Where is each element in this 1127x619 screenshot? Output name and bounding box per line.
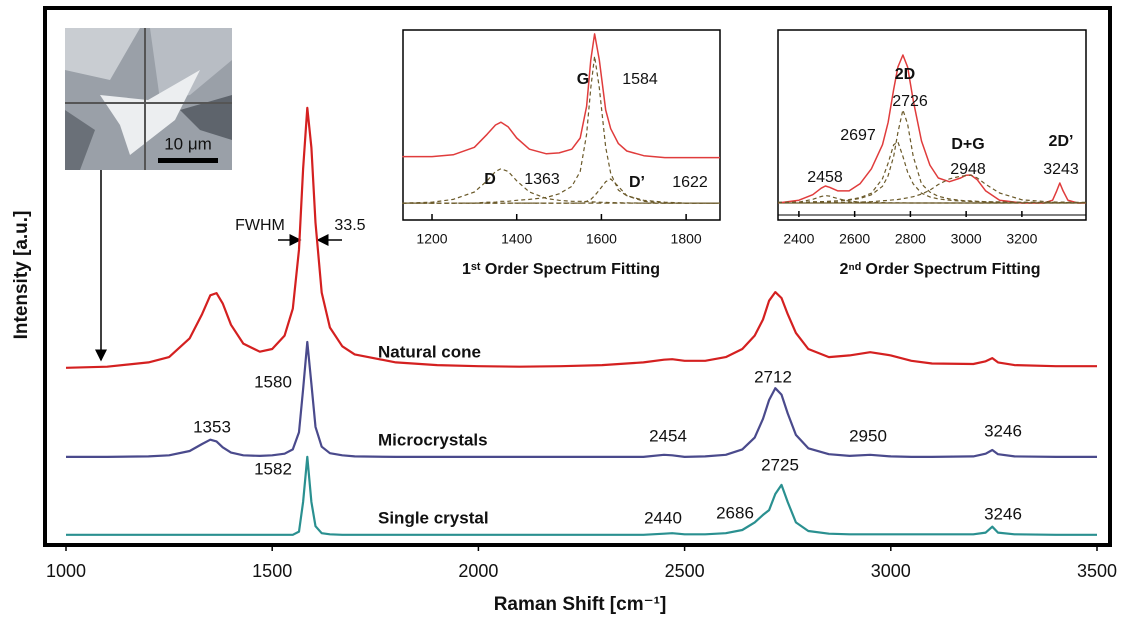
peak-name: 2D <box>895 66 915 83</box>
peak-label: 2440 <box>644 508 682 527</box>
micrograph: 10 μm <box>65 28 232 170</box>
x-tick-label: 1000 <box>46 561 86 581</box>
peak-label: 2686 <box>716 503 754 522</box>
peak-label: 3246 <box>984 421 1022 440</box>
series-label: Single crystal <box>378 508 489 527</box>
x-tick-label: 1500 <box>252 561 292 581</box>
spectrum <box>66 455 1097 536</box>
peak-label: 1582 <box>254 459 292 478</box>
scale-bar-label: 10 μm <box>164 134 212 153</box>
inset-title: 2ⁿᵈ Order Spectrum Fitting <box>839 261 1040 278</box>
peak-label: 2725 <box>761 455 799 474</box>
spectrum <box>66 340 1097 458</box>
x-tick-label: 1800 <box>671 231 702 247</box>
x-tick-label: 3000 <box>871 561 911 581</box>
x-tick-label: 2000 <box>458 561 498 581</box>
peak-label: 2726 <box>892 93 928 110</box>
spectrum <box>65 106 1097 369</box>
plot-frame <box>43 6 1112 547</box>
x-tick-label: 2800 <box>895 231 926 247</box>
peak-label: 2454 <box>649 426 687 445</box>
peak-label: 2948 <box>950 161 986 178</box>
x-tick-label: 3200 <box>1006 231 1037 247</box>
inset-frame <box>777 29 1087 221</box>
x-tick-label: 1600 <box>586 231 617 247</box>
peak-name: G <box>577 71 589 88</box>
peak-label: 2712 <box>754 367 792 386</box>
x-tick-label: 1400 <box>501 231 532 247</box>
fwhm-value: 33.5 <box>334 217 365 234</box>
x-tick-label: 3000 <box>951 231 982 247</box>
peak-name: D+G <box>951 136 984 153</box>
peak-label: 1353 <box>193 417 231 436</box>
x-tick-label: 3500 <box>1077 561 1117 581</box>
fit-component <box>777 174 1086 204</box>
fit-component <box>777 109 1086 204</box>
peak-label: 3243 <box>1043 161 1079 178</box>
peak-label: 1584 <box>622 71 658 88</box>
spectrum <box>777 54 1086 204</box>
fwhm-label: FWHM <box>235 217 285 234</box>
peak-name: D’ <box>629 174 645 191</box>
peak-name: D <box>484 171 496 188</box>
peak-name: 2D’ <box>1049 133 1074 150</box>
peak-label: 1363 <box>524 171 560 188</box>
x-axis-title: Raman Shift [cm⁻¹] <box>494 594 667 615</box>
peak-label: 3246 <box>984 504 1022 523</box>
x-tick-label: 1200 <box>416 231 447 247</box>
inset-frame <box>402 29 721 221</box>
spectrum <box>402 33 720 159</box>
x-tick-label: 2500 <box>665 561 705 581</box>
x-tick-label: 2600 <box>839 231 870 247</box>
series-label: Natural cone <box>378 342 481 361</box>
fit-component <box>402 168 720 204</box>
peak-label: 1580 <box>254 372 292 391</box>
series-label: Microcrystals <box>378 430 488 449</box>
peak-label: 1622 <box>672 174 708 191</box>
inset-title: 1ˢᵗ Order Spectrum Fitting <box>462 261 660 278</box>
peak-label: 2697 <box>840 127 876 144</box>
peak-label: 2458 <box>807 169 843 186</box>
x-tick-label: 2400 <box>783 231 814 247</box>
y-axis-title: Intensity [a.u.] <box>11 211 32 340</box>
fit-component <box>402 178 720 204</box>
peak-label: 2950 <box>849 426 887 445</box>
